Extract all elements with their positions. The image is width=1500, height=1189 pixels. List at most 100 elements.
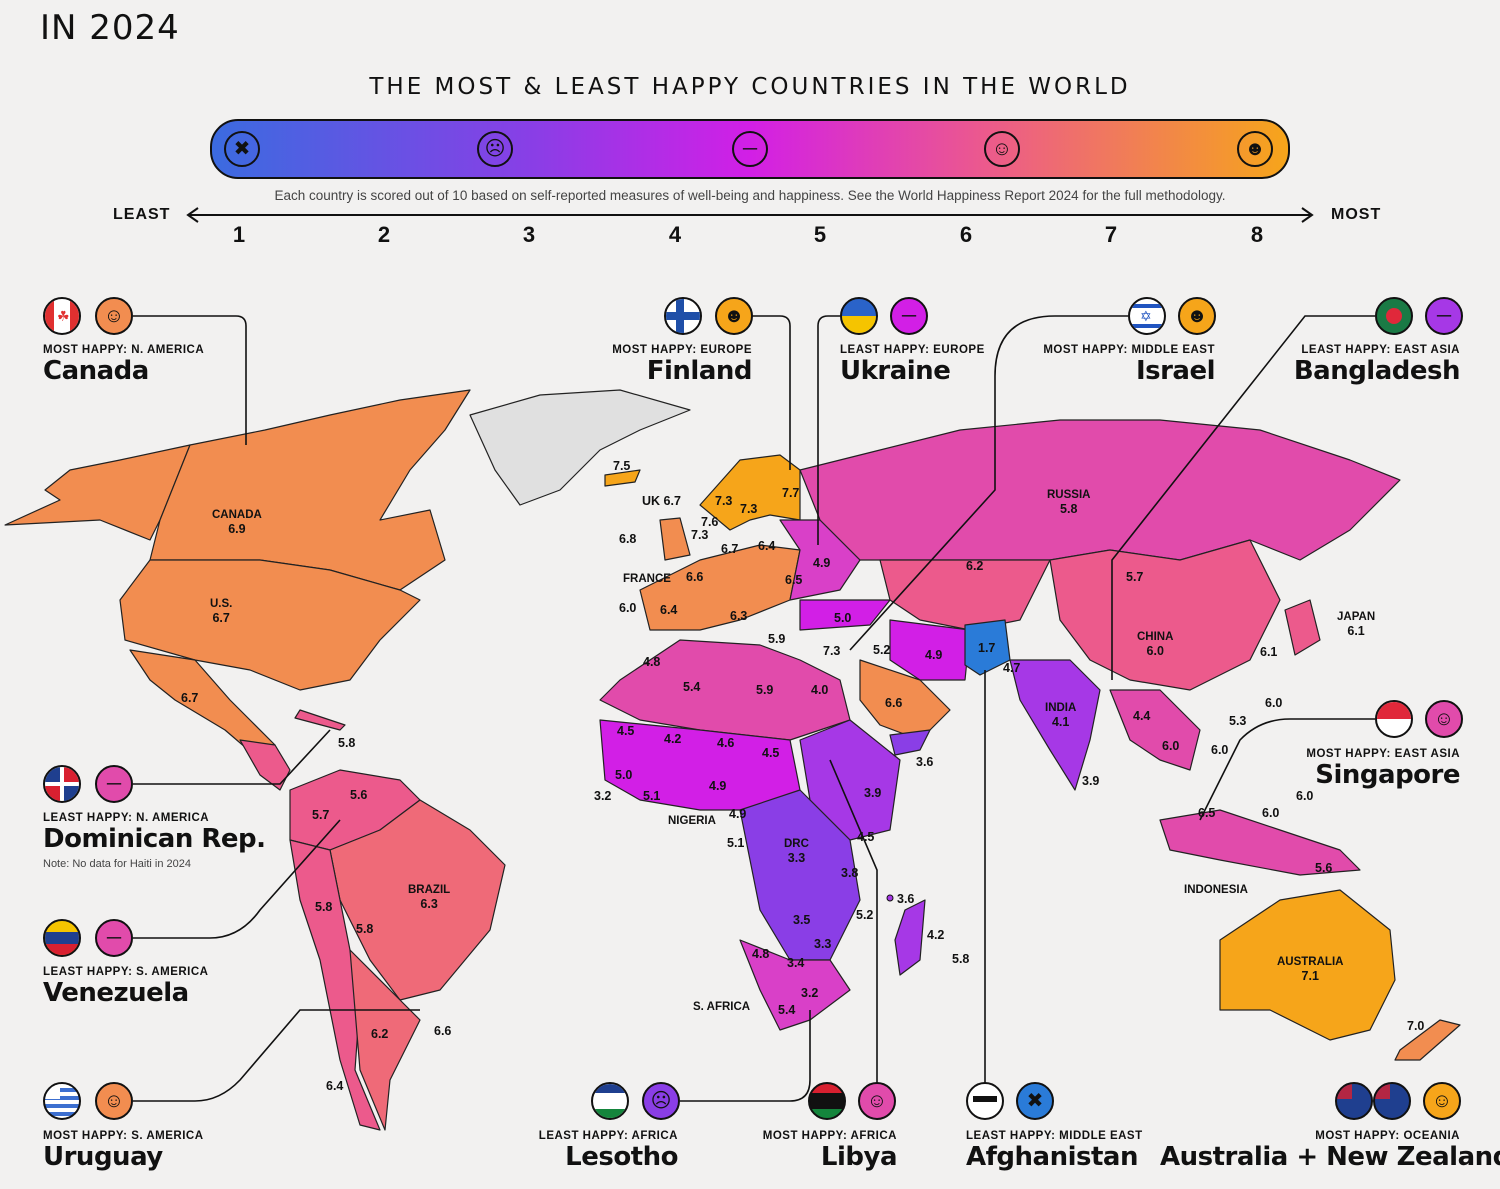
- scale-tick: 1: [232, 222, 246, 247]
- map-label-uk: UK 6.7: [642, 494, 681, 508]
- methodology-note: Each country is scored out of 10 based o…: [274, 188, 1226, 203]
- score-label: 3.2: [594, 789, 612, 803]
- callout-oceania: MOST HAPPY: OCEANIA Australia + New Zeal…: [1160, 1130, 1500, 1172]
- smile-face-icon: ☺: [95, 1082, 133, 1120]
- scale-tick: 2: [377, 222, 391, 247]
- map-label-us: U.S. 6.7: [210, 598, 233, 625]
- map-label-russia: RUSSIA 5.8: [1047, 489, 1091, 516]
- map-label-s-africa: S. AFRICA: [693, 1001, 751, 1013]
- caribbean-shape: [294, 709, 346, 731]
- singapore-flag-icon: [1375, 700, 1413, 738]
- score-label: 6.0: [1162, 739, 1180, 753]
- score-label: 6.6: [434, 1024, 452, 1038]
- score-label: 5.0: [834, 611, 852, 625]
- score-label: 4.9: [925, 648, 943, 662]
- score-label: 6.2: [966, 559, 984, 573]
- score-label: 6.0: [1265, 696, 1283, 710]
- iceland-shape: [604, 469, 641, 487]
- southern-africa-shape: [739, 939, 851, 1031]
- callout-lesotho: LEAST HAPPY: AFRICA Lesotho: [538, 1130, 679, 1172]
- score-label: 7.3: [715, 494, 733, 508]
- score-label: 6.6: [885, 696, 903, 710]
- score-label: 5.2: [873, 643, 891, 657]
- score-label: 5.9: [756, 683, 774, 697]
- score-label: 4.8: [752, 947, 770, 961]
- score-label: 6.0: [1211, 743, 1229, 757]
- russia-shape: [799, 419, 1401, 561]
- angry-face-icon: ✖: [224, 131, 260, 167]
- australia-shape: [1219, 889, 1396, 1041]
- uk-shape: [659, 517, 691, 561]
- central-america-shape: [239, 739, 291, 791]
- score-label: 6.3: [730, 609, 748, 623]
- afghanistan-flag-icon: [966, 1082, 1004, 1120]
- callout-dominican-rep: LEAST HAPPY: N. AMERICA Dominican Rep. N…: [43, 812, 266, 870]
- scale-tick: 4: [668, 222, 682, 247]
- score-label: 5.8: [952, 952, 970, 966]
- smile-face-icon: ☺: [95, 297, 133, 335]
- neutral-face-icon: ─: [95, 919, 133, 957]
- least-label: LEAST: [113, 206, 171, 223]
- callout-canada: MOST HAPPY: N. AMERICA Canada: [43, 344, 205, 386]
- score-label: 3.9: [1082, 774, 1100, 788]
- scale-tick: 6: [959, 222, 973, 247]
- score-label: 4.8: [643, 655, 661, 669]
- chart-title: THE MOST & LEAST HAPPY COUNTRIES IN THE …: [369, 74, 1131, 100]
- score-label: 5.3: [1229, 714, 1247, 728]
- score-label: 4.9: [729, 807, 747, 821]
- central-asia-shape: [879, 559, 1051, 631]
- score-label: 7.6: [701, 515, 719, 529]
- score-label: 3.9: [864, 786, 882, 800]
- score-label: 5.2: [856, 908, 874, 922]
- smile-face-icon: ☺: [984, 131, 1020, 167]
- score-label: 5.8: [315, 900, 333, 914]
- score-label: 4.7: [1003, 661, 1021, 675]
- score-label: 6.8: [619, 532, 637, 546]
- finland-flag-icon: [664, 297, 702, 335]
- year-title: IN 2024: [40, 8, 180, 48]
- score-label: 6.2: [371, 1027, 389, 1041]
- score-label: 7.3: [691, 528, 709, 542]
- venezuela-flag-icon: [43, 919, 81, 957]
- smile-face-icon: ☺: [1423, 1082, 1461, 1120]
- score-label: 4.9: [709, 779, 727, 793]
- score-label: 4.5: [762, 746, 780, 760]
- japan-shape: [1284, 599, 1321, 656]
- score-label: 5.1: [727, 836, 745, 850]
- afghanistan-shape: [964, 619, 1011, 676]
- scale-arrow: [186, 207, 1314, 223]
- score-label: 5.8: [338, 736, 356, 750]
- score-label: 5.8: [356, 922, 374, 936]
- score-label: 4.5: [617, 724, 635, 738]
- frown-face-icon: ☹: [642, 1082, 680, 1120]
- callout-ukraine: LEAST HAPPY: EUROPE Ukraine: [840, 344, 985, 386]
- map-label-india: INDIA 4.1: [1045, 702, 1077, 729]
- us-shape: [119, 559, 421, 691]
- score-label: 4.2: [664, 732, 682, 746]
- score-label: 6.0: [619, 601, 637, 615]
- score-label: 6.4: [660, 603, 678, 617]
- score-label: 4.5: [857, 830, 875, 844]
- score-label: 7.3: [740, 502, 758, 516]
- most-label: MOST: [1331, 206, 1382, 223]
- score-label: 6.4: [758, 539, 776, 553]
- happiness-scale-bar: ✖ ☹ ─ ☺ ☻: [210, 119, 1290, 179]
- map-label-nigeria: NIGERIA: [668, 815, 716, 827]
- score-label: 5.7: [1126, 570, 1144, 584]
- score-label: 3.6: [916, 755, 934, 769]
- greenland-shape: [469, 389, 691, 506]
- score-label: 5.9: [768, 632, 786, 646]
- score-label: 5.4: [778, 1003, 796, 1017]
- angry-face-icon: ✖: [1016, 1082, 1054, 1120]
- map-label-japan: JAPAN 6.1: [1337, 611, 1376, 638]
- map-label-australia: AUSTRALIA 7.1: [1277, 956, 1344, 983]
- score-label: 4.4: [1133, 709, 1151, 723]
- scale-tick: 3: [522, 222, 536, 247]
- score-label: 5.4: [683, 680, 701, 694]
- turkey-shape: [799, 599, 891, 631]
- score-label: 7.5: [613, 459, 631, 473]
- callout-bangladesh: LEAST HAPPY: EAST ASIA Bangladesh: [1293, 344, 1461, 386]
- score-label: 4.0: [811, 683, 829, 697]
- grin-face-icon: ☻: [715, 297, 753, 335]
- australia-flag-icon: [1335, 1082, 1373, 1120]
